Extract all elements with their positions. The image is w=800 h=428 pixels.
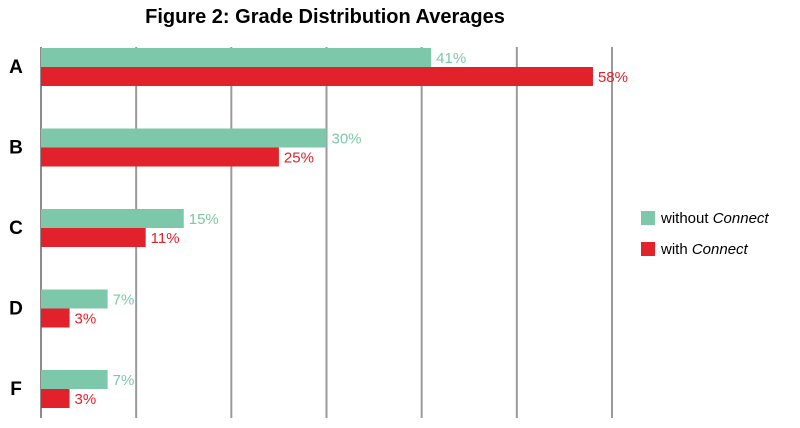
legend-swatch-without-connect bbox=[641, 211, 655, 225]
gridlines bbox=[40, 47, 613, 418]
data-label: 58% bbox=[598, 69, 628, 86]
legend: without Connect with Connect bbox=[641, 210, 769, 258]
bar bbox=[41, 48, 432, 67]
data-label: 15% bbox=[189, 211, 219, 228]
bars bbox=[41, 48, 593, 408]
category-label: A bbox=[9, 57, 23, 78]
bar bbox=[41, 67, 593, 86]
data-label: 7% bbox=[113, 292, 135, 309]
bar bbox=[41, 228, 146, 247]
category-label: B bbox=[9, 138, 23, 159]
bar bbox=[41, 370, 108, 389]
bar bbox=[41, 209, 184, 228]
data-label: 11% bbox=[151, 230, 180, 247]
data-label: 3% bbox=[75, 391, 97, 408]
bar bbox=[41, 147, 279, 167]
data-label: 3% bbox=[75, 311, 97, 328]
data-label: 30% bbox=[332, 131, 362, 148]
legend-label-with-connect: with Connect bbox=[660, 241, 749, 258]
legend-label-without-connect: without Connect bbox=[660, 210, 769, 227]
legend-swatch-with-connect bbox=[641, 242, 655, 256]
category-label: F bbox=[10, 379, 22, 400]
bar bbox=[41, 128, 327, 148]
value-labels: 41% 58% 30% 25% 15% 11% 7% 3% 7% 3% bbox=[75, 50, 628, 408]
category-labels: A B C D F bbox=[9, 57, 23, 400]
data-label: 7% bbox=[113, 372, 135, 389]
bar bbox=[41, 308, 70, 328]
category-label: D bbox=[9, 299, 23, 320]
bar bbox=[41, 389, 70, 408]
data-label: 25% bbox=[284, 150, 314, 167]
data-label: 41% bbox=[436, 50, 466, 67]
category-label: C bbox=[9, 218, 23, 239]
bar bbox=[41, 289, 108, 309]
chart-title: Figure 2: Grade Distribution Averages bbox=[145, 6, 505, 28]
